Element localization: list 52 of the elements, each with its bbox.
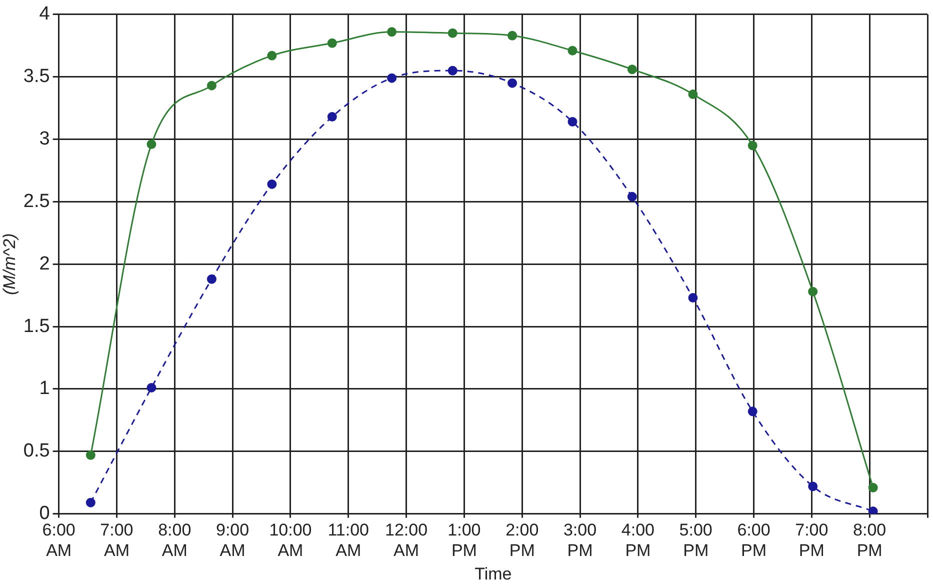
point xyxy=(808,286,818,296)
point xyxy=(868,506,878,514)
x-tick-label: 7:00 AM xyxy=(100,520,134,560)
point xyxy=(688,90,698,100)
y-tick-label: 3.5 xyxy=(23,66,50,88)
point xyxy=(146,139,156,149)
y-tick-label: 1.5 xyxy=(23,316,50,337)
x-tick-label: 12:00 AM xyxy=(385,520,428,560)
x-tick-label: 8:00 AM xyxy=(158,520,192,560)
point xyxy=(568,117,578,127)
point xyxy=(267,50,277,60)
point xyxy=(206,80,216,90)
y-tick-label: 2.5 xyxy=(23,190,50,212)
x-tick-label: 10:00 AM xyxy=(269,520,312,560)
point xyxy=(508,30,518,40)
point xyxy=(568,46,578,56)
x-tick-label: 6:00 PM xyxy=(737,520,770,560)
point xyxy=(327,112,337,122)
y-tick-label: 4 xyxy=(39,4,50,25)
x-axis-title: Time xyxy=(474,564,512,584)
point xyxy=(448,28,458,38)
x-tick-label: 2:00 PM xyxy=(506,520,539,560)
point xyxy=(327,38,337,48)
point xyxy=(868,482,878,492)
point xyxy=(86,450,96,460)
point xyxy=(387,27,397,37)
point xyxy=(387,73,397,83)
y-tick-label: 2 xyxy=(39,253,50,274)
point xyxy=(86,498,96,508)
point xyxy=(748,406,758,416)
x-tick-label: 7:00 PM xyxy=(795,520,828,560)
point xyxy=(627,192,637,202)
x-tick-label: 11:00 AM xyxy=(328,520,370,560)
x-tick-label: 8:00 PM xyxy=(853,520,886,560)
point xyxy=(627,64,637,74)
point xyxy=(448,66,458,76)
y-tick-label: 1 xyxy=(39,378,50,400)
x-tick-label: 3:00 PM xyxy=(563,520,597,560)
x-tick-label: 5:00 PM xyxy=(679,520,712,560)
point xyxy=(206,274,216,284)
point xyxy=(688,293,698,303)
y-tick-label: 3 xyxy=(39,128,50,150)
x-tick-label: 4:00 PM xyxy=(621,520,654,560)
point xyxy=(808,482,818,492)
point xyxy=(748,140,758,150)
y-tick-label: 0.5 xyxy=(23,440,50,462)
x-tick-label: 1:00 PM xyxy=(448,520,481,560)
x-tick-label: 9:00 AM xyxy=(216,520,250,560)
point xyxy=(146,382,156,392)
point xyxy=(508,78,518,88)
y-axis-title: (M/m^2) xyxy=(0,233,19,296)
point xyxy=(267,179,277,189)
